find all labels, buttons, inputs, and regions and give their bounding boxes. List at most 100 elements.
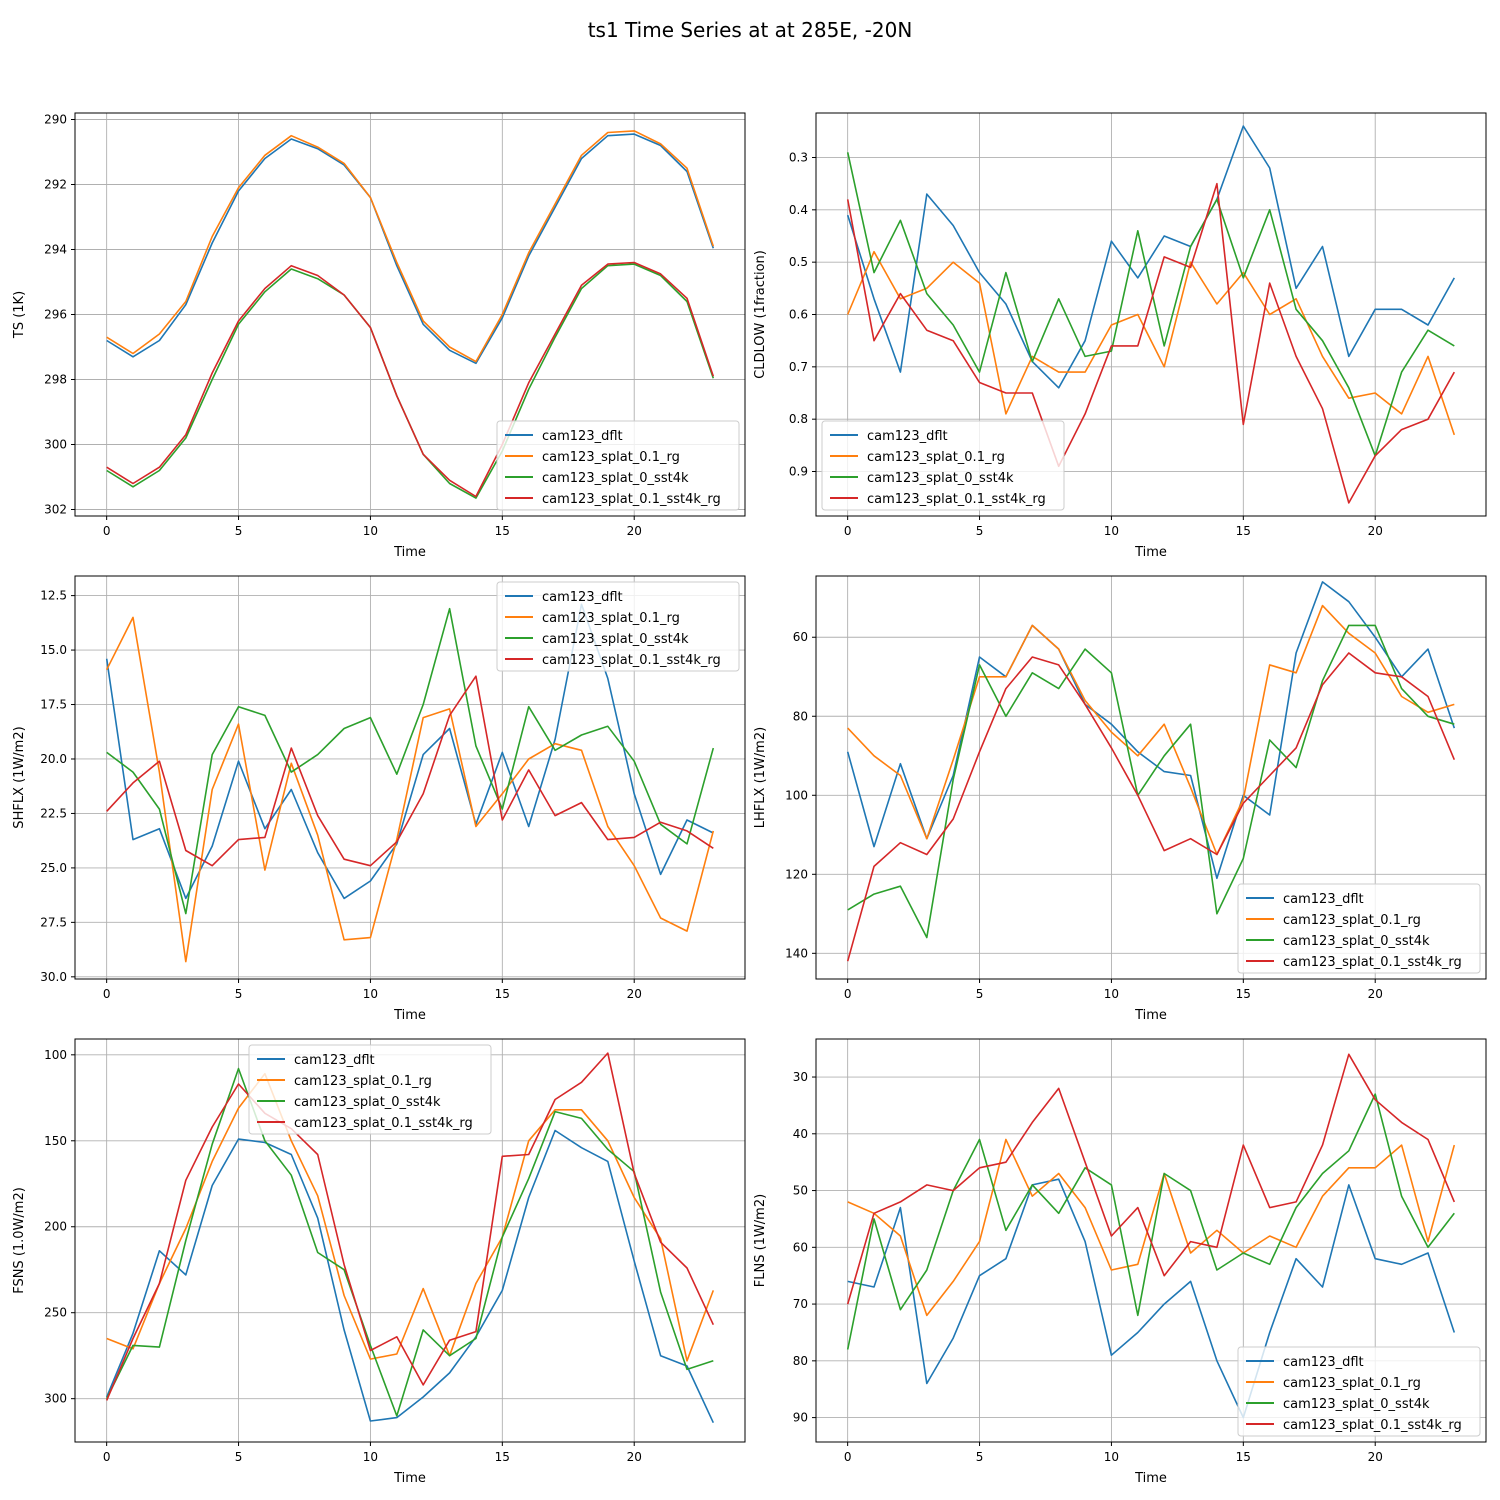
series-line-cam123_splat_0.1_rg [847,604,1455,856]
legend-label: cam123_splat_0.1_sst4k_rg [294,1116,473,1131]
x-tick-label: 0 [844,1450,852,1464]
subplot-4: 0 5 10 15 20 60 80 100 120 140 Time LHFLX (1W/m2) ca… [753,575,1487,1023]
series-line-cam123_splat_0_sst4k [846,1093,1455,1350]
y-axis-label: SHFLX (1W/m2) [12,726,27,828]
subplot-6: 0 5 10 15 20 30 40 50 60 70 80 90 Time FLNS (1W/m2) ca… [753,1038,1487,1486]
legend-label: cam123_splat_0_sst4k [542,632,689,647]
y-tick-label: 17.5 [40,698,67,712]
legend-label: cam123_splat_0_sst4k [867,471,1014,486]
y-tick-label: 150 [44,1134,67,1148]
y-axis-label: FSNS (1.0W/m2) [12,1187,27,1294]
legend-label: cam123_dflt [542,429,623,444]
series-line-cam123_splat_0.1_rg [105,616,715,963]
legend-label: cam123_splat_0.1_sst4k_rg [542,653,721,668]
x-tick-label: 15 [1236,987,1251,1001]
legend-label: cam123_splat_0_sst4k [542,471,689,486]
legend-label: cam123_dflt [542,590,623,605]
x-tick-label: 5 [976,987,984,1001]
x-tick-label: 5 [976,524,984,538]
x-tick-label: 20 [627,1450,642,1464]
legend-label: cam123_splat_0.1_rg [1283,913,1421,928]
legend-label: cam123_dflt [1283,892,1364,907]
series-line-cam123_splat_0_sst4k [105,1067,714,1417]
legend: cam123_dflt cam123_splat_0.1_rg cam123_spl… [496,581,740,672]
x-tick-label: 0 [844,987,852,1001]
y-axis-label: CLDLOW (1fraction) [753,250,768,379]
y-tick-label: 30 [793,1070,808,1084]
series-line-cam123_splat_0.1_sst4k_rg [846,182,1455,504]
subplot-2: 0 5 10 15 20 0.3 0.4 0.5 0.6 0.7 0.8 0.9 Time CLDLOW … [753,112,1487,560]
y-axis-label: LHFLX (1W/m2) [753,727,768,828]
axes-frame [74,1038,746,1443]
legend-label: cam123_splat_0.1_rg [542,611,680,626]
y-tick-label: 302 [44,503,67,517]
series-line-cam123_dflt [847,1178,1456,1419]
y-tick-label: 70 [793,1297,808,1311]
series-line-cam123_splat_0_sst4k [846,152,1455,457]
y-tick-label: 294 [44,243,67,257]
y-tick-label: 0.8 [789,412,808,426]
series-line-cam123_splat_0.1_sst4k_rg [105,1052,715,1401]
legend-label: cam123_dflt [1283,1355,1364,1370]
y-axis-label: FLNS (1W/m2) [753,1194,768,1287]
x-axis-label: Time [393,1471,426,1486]
series-line-cam123_splat_0.1_rg [847,1138,1456,1317]
y-tick-label: 40 [793,1127,808,1141]
x-tick-label: 10 [363,987,378,1001]
legend-label: cam123_splat_0.1_rg [294,1074,432,1089]
x-tick-label: 20 [627,987,642,1001]
series-line-cam123_splat_0.1_rg [106,1072,715,1362]
x-tick-label: 0 [103,1450,111,1464]
y-tick-label: 22.5 [40,806,67,820]
y-tick-label: 100 [44,1048,67,1062]
y-tick-label: 15.0 [40,643,67,657]
legend-box [496,420,740,511]
subplot-3: 0 5 10 15 20 12.5 15.0 17.5 20.0 22.5 25.0 27.5 30.0… [12,575,746,1023]
x-axis-label: Time [1134,545,1167,560]
subplot-5: 0 5 10 15 20 100 150 200 250 300 Time FSNS (1.0W/m2… [12,1038,746,1486]
x-tick-label: 5 [235,987,243,1001]
series-line-cam123_dflt [105,1129,715,1424]
y-tick-label: 0.4 [789,203,808,217]
legend-box [821,420,1065,511]
y-tick-label: 0.7 [789,360,808,374]
y-tick-label: 140 [785,946,808,960]
x-tick-label: 20 [1368,524,1383,538]
legend-box [248,1044,492,1135]
x-tick-label: 20 [1368,1450,1383,1464]
x-axis-label: Time [393,545,426,560]
legend-label: cam123_splat_0_sst4k [1283,934,1430,949]
series-line-cam123_dflt [846,581,1456,880]
x-tick-label: 5 [976,1450,984,1464]
x-tick-label: 5 [235,1450,243,1464]
x-tick-label: 10 [1104,524,1119,538]
series-line-cam123_splat_0_sst4k [106,607,715,915]
y-tick-label: 0.3 [789,150,808,164]
y-tick-label: 250 [44,1306,67,1320]
y-tick-label: 60 [793,1240,808,1254]
x-axis-label: Time [1134,1471,1167,1486]
y-tick-label: 300 [44,438,67,452]
x-tick-label: 5 [235,524,243,538]
y-tick-label: 50 [793,1184,808,1198]
axes-frame [815,575,1487,980]
legend: cam123_dflt cam123_splat_0.1_rg cam123_spl… [248,1044,492,1135]
y-tick-label: 300 [44,1392,67,1406]
y-tick-label: 290 [44,113,67,127]
series-line-cam123_dflt [106,133,715,365]
subplot-1: 0 5 10 15 20 290 292 294 296 298 300 302 Time TS (1K)… [12,112,746,560]
x-tick-label: 15 [495,524,510,538]
y-tick-label: 120 [785,867,808,881]
series-line-cam123_splat_0_sst4k [847,624,1455,939]
legend: cam123_dflt cam123_splat_0.1_rg cam123_spl… [1237,883,1481,974]
legend-label: cam123_splat_0_sst4k [1283,1397,1430,1412]
y-tick-label: 200 [44,1220,67,1234]
y-tick-label: 0.9 [789,465,808,479]
legend-label: cam123_splat_0.1_sst4k_rg [1283,955,1462,970]
y-tick-label: 298 [44,373,67,387]
y-tick-label: 296 [44,308,67,322]
series-line-cam123_splat_0.1_rg [106,130,715,363]
legend-label: cam123_splat_0_sst4k [294,1095,441,1110]
